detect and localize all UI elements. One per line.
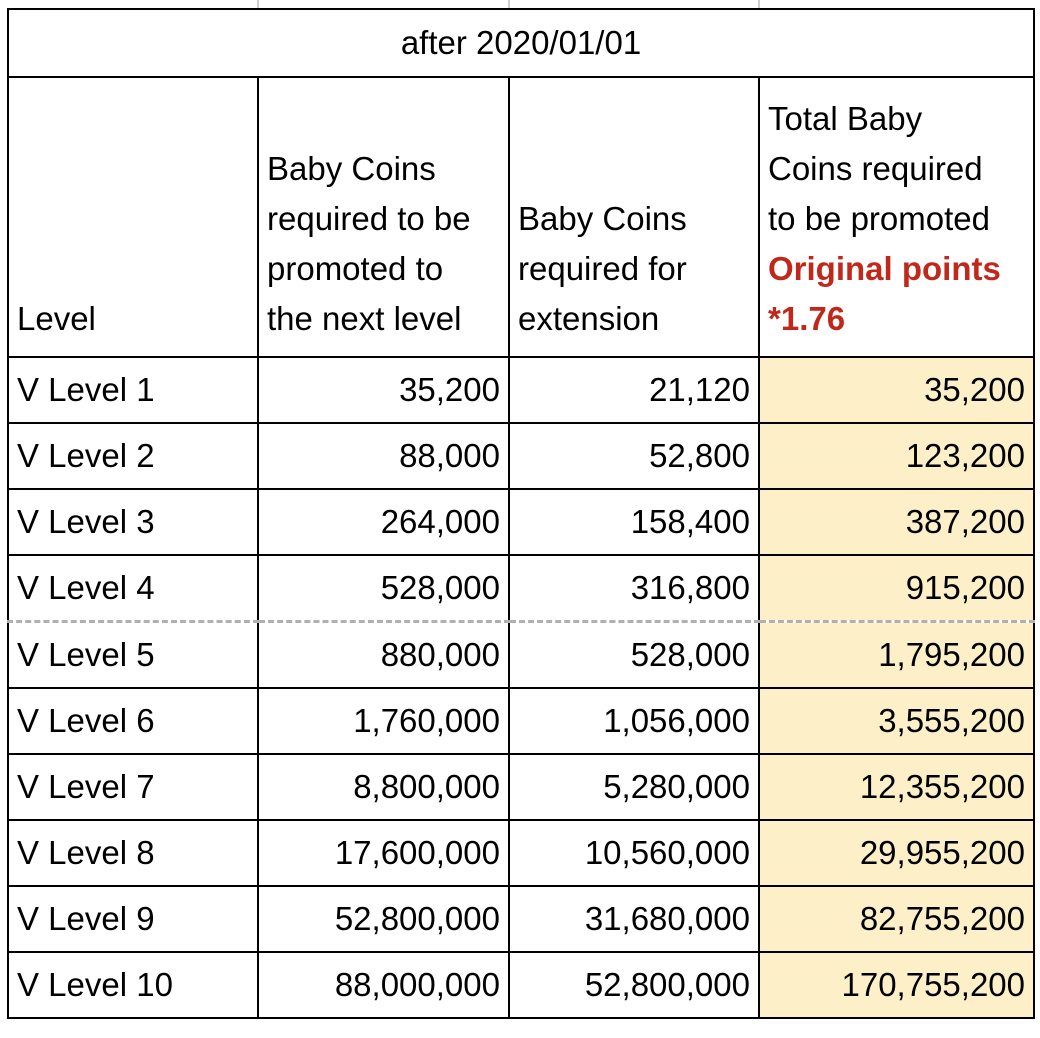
header-line: Total Baby xyxy=(768,100,923,137)
header-note: Original points xyxy=(768,250,1001,287)
table-row: V Level 10 88,000,000 52,800,000 170,755… xyxy=(7,951,1035,1019)
cell-total[interactable]: 915,200 xyxy=(758,554,1035,623)
cell-extension[interactable]: 5,280,000 xyxy=(508,753,760,821)
header-line: the next level xyxy=(267,300,462,337)
table-row: V Level 9 52,800,000 31,680,000 82,755,2… xyxy=(7,885,1035,953)
cell-extension[interactable]: 52,800,000 xyxy=(508,951,760,1019)
cell-promote[interactable]: 88,000 xyxy=(257,422,510,490)
column-divider-top xyxy=(508,0,510,10)
cell-total[interactable]: 1,795,200 xyxy=(758,620,1035,689)
header-line: Baby Coins xyxy=(518,200,687,237)
cell-level[interactable]: V Level 3 xyxy=(7,488,259,556)
header-line: to be promoted xyxy=(768,200,990,237)
table-title[interactable]: after 2020/01/01 xyxy=(7,8,1035,78)
header-line: required for xyxy=(518,250,687,287)
cell-extension[interactable]: 1,056,000 xyxy=(508,687,760,755)
header-total[interactable]: Total Baby Coins required to be promoted… xyxy=(758,76,1035,358)
cell-total[interactable]: 82,755,200 xyxy=(758,885,1035,953)
cell-promote[interactable]: 8,800,000 xyxy=(257,753,510,821)
table-row: V Level 5 880,000 528,000 1,795,200 xyxy=(7,620,1035,689)
cell-total[interactable]: 123,200 xyxy=(758,422,1035,490)
cell-level[interactable]: V Level 8 xyxy=(7,819,259,887)
cell-promote[interactable]: 264,000 xyxy=(257,488,510,556)
table-row: V Level 6 1,760,000 1,056,000 3,555,200 xyxy=(7,687,1035,755)
cell-extension[interactable]: 52,800 xyxy=(508,422,760,490)
cell-level[interactable]: V Level 10 xyxy=(7,951,259,1019)
header-line: Level xyxy=(17,300,96,337)
levels-table: after 2020/01/01 Level Baby Coins requir… xyxy=(7,8,1035,1019)
table-row: V Level 2 88,000 52,800 123,200 xyxy=(7,422,1035,490)
cell-total[interactable]: 387,200 xyxy=(758,488,1035,556)
cell-total[interactable]: 3,555,200 xyxy=(758,687,1035,755)
header-line: required to be xyxy=(267,200,471,237)
table-row: V Level 7 8,800,000 5,280,000 12,355,200 xyxy=(7,753,1035,821)
table-body: V Level 1 35,200 21,120 35,200 V Level 2… xyxy=(7,356,1035,1019)
table-row: V Level 3 264,000 158,400 387,200 xyxy=(7,488,1035,556)
cell-level[interactable]: V Level 2 xyxy=(7,422,259,490)
cell-extension[interactable]: 21,120 xyxy=(508,356,760,424)
title-row: after 2020/01/01 xyxy=(7,8,1035,78)
column-divider-top xyxy=(758,0,760,10)
cell-total[interactable]: 12,355,200 xyxy=(758,753,1035,821)
cell-total[interactable]: 29,955,200 xyxy=(758,819,1035,887)
cell-promote[interactable]: 880,000 xyxy=(257,620,510,689)
cell-level[interactable]: V Level 5 xyxy=(7,620,259,689)
cell-level[interactable]: V Level 1 xyxy=(7,356,259,424)
table-row: V Level 1 35,200 21,120 35,200 xyxy=(7,356,1035,424)
header-extension[interactable]: Baby Coins required for extension xyxy=(508,76,760,358)
cell-level[interactable]: V Level 7 xyxy=(7,753,259,821)
cell-promote[interactable]: 35,200 xyxy=(257,356,510,424)
cell-level[interactable]: V Level 9 xyxy=(7,885,259,953)
header-note: *1.76 xyxy=(768,300,846,337)
cell-level[interactable]: V Level 4 xyxy=(7,554,259,623)
cell-extension[interactable]: 31,680,000 xyxy=(508,885,760,953)
cell-promote[interactable]: 17,600,000 xyxy=(257,819,510,887)
header-promote[interactable]: Baby Coins required to be promoted to th… xyxy=(257,76,510,358)
table-row: V Level 4 528,000 316,800 915,200 xyxy=(7,554,1035,623)
header-row: Level Baby Coins required to be promoted… xyxy=(7,76,1035,358)
header-line: extension xyxy=(518,300,660,337)
cell-extension[interactable]: 10,560,000 xyxy=(508,819,760,887)
column-divider-top xyxy=(257,0,259,10)
table-row: V Level 8 17,600,000 10,560,000 29,955,2… xyxy=(7,819,1035,887)
cell-extension[interactable]: 316,800 xyxy=(508,554,760,623)
cell-promote[interactable]: 1,760,000 xyxy=(257,687,510,755)
header-level[interactable]: Level xyxy=(7,76,259,358)
cell-promote[interactable]: 88,000,000 xyxy=(257,951,510,1019)
cell-extension[interactable]: 158,400 xyxy=(508,488,760,556)
cell-promote[interactable]: 528,000 xyxy=(257,554,510,623)
header-line: promoted to xyxy=(267,250,444,287)
header-line: Coins required xyxy=(768,150,983,187)
cell-extension[interactable]: 528,000 xyxy=(508,620,760,689)
cell-promote[interactable]: 52,800,000 xyxy=(257,885,510,953)
cell-total[interactable]: 170,755,200 xyxy=(758,951,1035,1019)
cell-total[interactable]: 35,200 xyxy=(758,356,1035,424)
header-line: Baby Coins xyxy=(267,150,436,187)
cell-level[interactable]: V Level 6 xyxy=(7,687,259,755)
